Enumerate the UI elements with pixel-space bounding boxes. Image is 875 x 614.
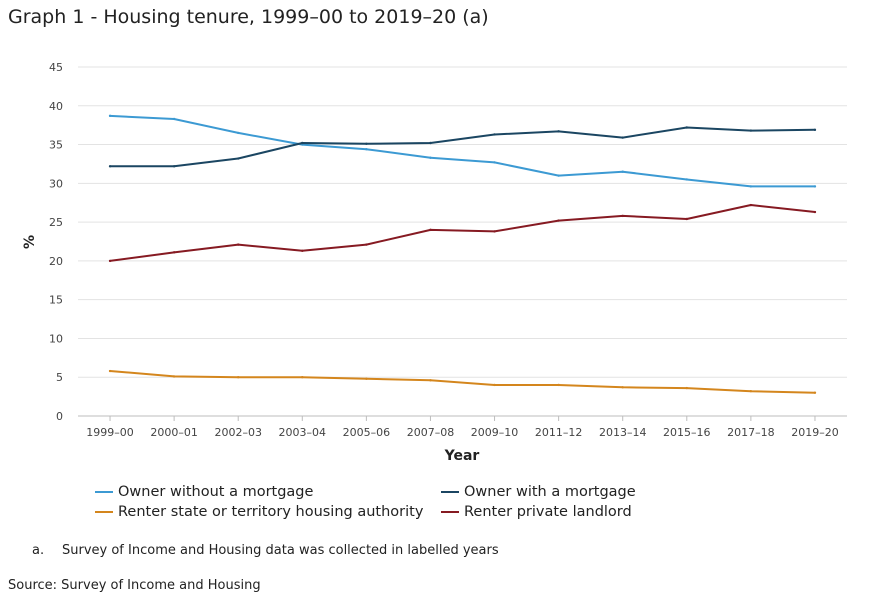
y-axis-ticks: 0 5 10 15 20 25 30 35 40 45 [49,61,63,423]
series-lines [108,114,817,394]
data-point [301,376,304,379]
data-point [493,133,496,136]
legend-swatch-owner-without-mortgage [95,491,113,493]
data-point [749,185,753,188]
data-point [237,131,240,135]
y-tick-label: 5 [56,371,63,384]
y-tick-label: 35 [49,139,63,152]
data-point [813,128,817,132]
y-axis-label: % [22,235,38,249]
data-point [813,391,817,394]
legend-swatch-renter-state-housing [95,511,113,513]
data-point [685,217,688,221]
x-tick-label: 2013–14 [599,426,647,439]
x-tick-label: 2017–18 [727,426,775,439]
chart-title: Graph 1 - Housing tenure, 1999–00 to 201… [8,6,489,28]
legend-label: Renter state or territory housing author… [118,504,424,520]
x-tick-label: 1999–00 [86,426,134,439]
data-point [429,141,432,145]
y-tick-label: 45 [49,61,63,74]
y-tick-label: 10 [49,332,63,345]
data-point [749,389,753,393]
footnote-text: Survey of Income and Housing data was co… [62,543,499,558]
series-line-0 [109,114,816,188]
data-point [685,178,688,181]
data-point [365,148,368,151]
x-tick-label: 2019–20 [791,426,839,439]
data-point [813,210,817,214]
x-tick-label: 2015–16 [663,426,711,439]
data-point [429,379,432,382]
data-point [172,251,176,254]
data-point [493,161,496,164]
data-point [172,165,176,168]
legend-swatch-renter-private-landlord [441,511,459,513]
data-point [557,174,560,177]
x-tick-label: 2003–04 [279,426,327,439]
legend-swatch-owner-with-mortgage [441,491,459,493]
y-tick-label: 15 [49,294,63,307]
data-point [557,383,560,387]
y-tick-label: 20 [49,255,63,268]
data-point [621,386,624,389]
legend-label: Renter private landlord [464,504,632,520]
legend-item-owner-with-mortgage: Owner with a mortgage [441,484,636,500]
data-point [108,165,112,168]
data-point [621,214,624,218]
x-tick-label: 2002–03 [214,426,262,439]
data-point [237,376,240,379]
x-tick-label: 2011–12 [535,426,583,439]
x-tick-label: 2007–08 [407,426,455,439]
data-point [172,117,176,121]
data-point [429,156,432,159]
grid-lines [78,66,847,417]
data-point [493,383,496,387]
data-point [557,130,560,133]
legend-item-owner-without-mortgage: Owner without a mortgage [95,484,313,500]
data-point [749,203,753,207]
data-point [813,185,817,188]
data-point [621,170,624,173]
source-note: Source: Survey of Income and Housing [8,578,261,593]
footnote: a. Survey of Income and Housing data was … [32,543,499,558]
line-chart: 0 5 10 15 20 25 30 35 40 45 1999–00 2000–01 2002–03… [22,61,847,464]
data-point [685,386,688,390]
series-line-3 [109,204,816,262]
data-point [493,230,496,233]
data-point [621,136,624,139]
x-tick-label: 2005–06 [343,426,391,439]
x-tick-label: 2009–10 [471,426,519,439]
data-point [108,369,112,373]
y-tick-label: 40 [49,100,63,113]
data-point [685,126,688,129]
data-point [365,377,368,380]
series-line-2 [109,370,816,394]
legend-item-renter-state-housing: Renter state or territory housing author… [95,504,423,520]
data-point [365,243,368,246]
y-tick-label: 0 [56,410,63,423]
data-point [557,219,560,222]
x-axis-ticks: 1999–00 2000–01 2002–03 2003–04 2005–06 2007–… [86,416,839,439]
y-tick-label: 25 [49,216,63,229]
data-point [301,249,304,253]
footnote-marker: a. [32,543,45,558]
y-tick-label: 30 [49,177,63,190]
data-point [108,114,112,118]
legend-label: Owner without a mortgage [118,484,314,500]
x-axis-label: Year [444,448,480,464]
legend-item-renter-private-landlord: Renter private landlord [441,504,632,520]
series-line-1 [109,126,816,168]
data-point [237,157,240,160]
data-point [108,259,112,263]
data-point [429,228,432,232]
data-point [365,142,368,145]
data-point [172,375,176,378]
data-point [237,243,240,246]
data-point [749,129,753,132]
data-point [301,141,304,145]
x-tick-label: 2000–01 [150,426,198,439]
legend-label: Owner with a mortgage [464,484,636,500]
